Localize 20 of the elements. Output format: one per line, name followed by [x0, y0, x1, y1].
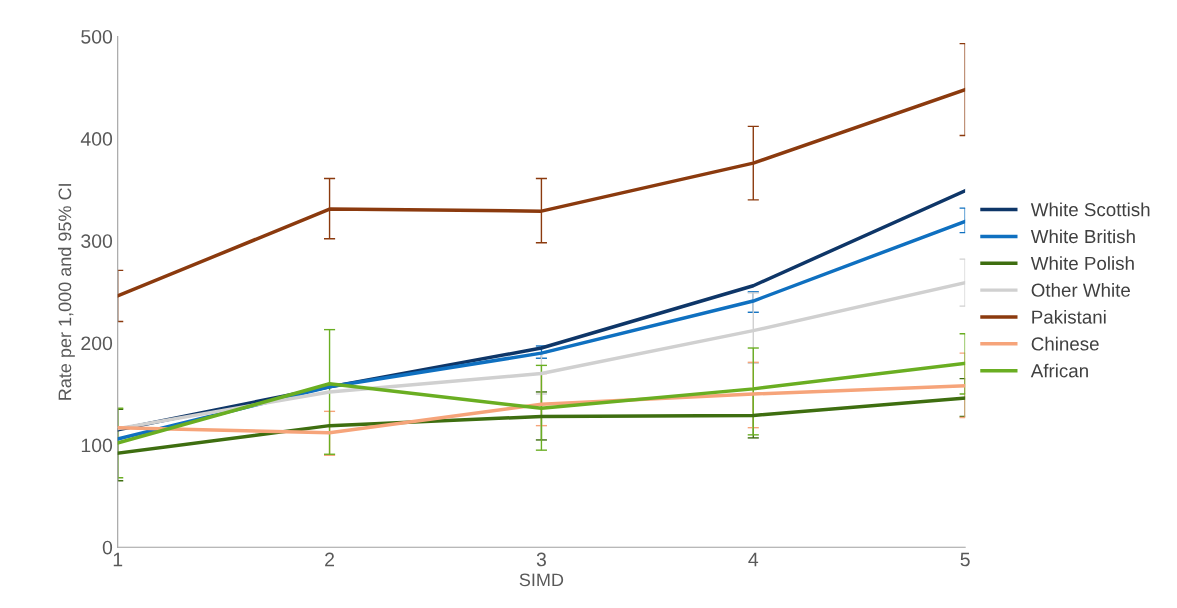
y-tick-label: 500 — [81, 29, 113, 44]
x-tick-label: 3 — [536, 552, 546, 567]
y-tick-label: 200 — [81, 336, 113, 351]
legend-label: Chinese — [1031, 336, 1099, 351]
y-tick-label: 0 — [102, 540, 113, 555]
legend-label: Pakistani — [1032, 309, 1106, 324]
y-axis-title: Rate per 1,000 and 95% CI — [58, 184, 75, 400]
x-tick-label: 5 — [960, 552, 970, 567]
legend-label: White Scottish — [1030, 202, 1150, 217]
x-tick-label: 2 — [325, 552, 334, 567]
legend-label: White British — [1030, 229, 1135, 244]
legend-label: White Polish — [1030, 256, 1134, 271]
y-tick-label: 400 — [80, 132, 113, 146]
x-tick-label: 1 — [113, 552, 123, 567]
x-axis-title: SIMD — [519, 573, 564, 587]
legend-label: African — [1030, 363, 1088, 378]
y-tick-label: 100 — [81, 438, 113, 453]
legend-label: Other White — [1031, 283, 1130, 297]
y-tick-label: 300 — [81, 234, 113, 248]
x-tick-label: 4 — [748, 552, 759, 567]
